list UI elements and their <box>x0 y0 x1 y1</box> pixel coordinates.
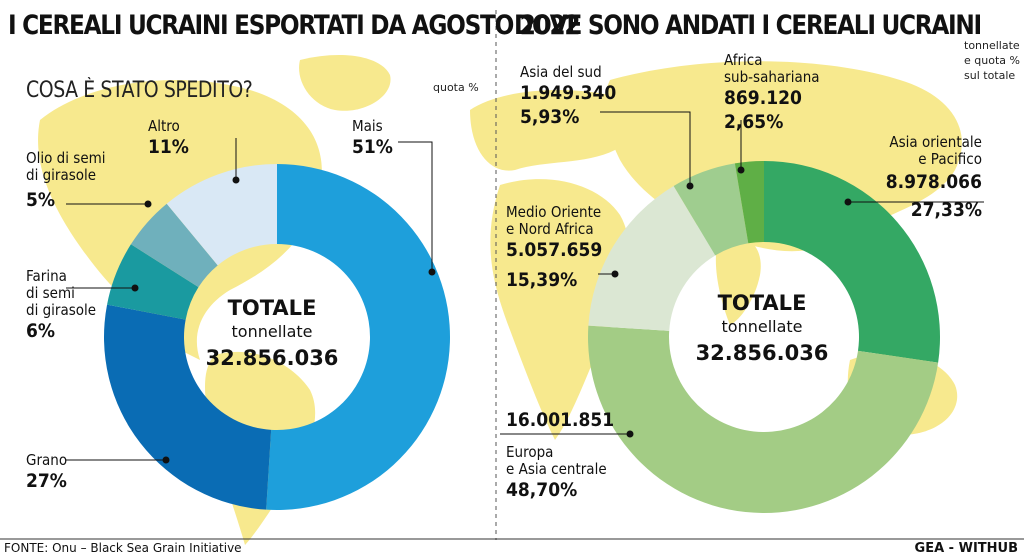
leader-dot <box>612 271 619 278</box>
left-title: I CEREALI UCRAINI ESPORTATI DA AGOSTO 20… <box>8 10 579 41</box>
center-unit: tonnellate <box>662 316 862 338</box>
right-center-total: TOTALE tonnellate 32.856.036 <box>662 290 862 368</box>
slice-name: e Nord Africa <box>506 221 602 238</box>
slice-share: 5% <box>26 188 106 212</box>
leader-dot <box>627 431 634 438</box>
center-heading: TOTALE <box>662 290 862 316</box>
right-unit-note: tonnellate e quota % sul totale <box>964 38 1020 83</box>
leader-dot <box>145 201 152 208</box>
left-unit-note: quota % <box>433 80 479 95</box>
slice-share: 15,39% <box>506 268 602 292</box>
slice-name: Asia del sud <box>520 64 616 81</box>
slice-label-asia-orientale: Asia orientale e Pacifico 8.978.066 27,3… <box>886 134 982 222</box>
slice-name: Grano <box>26 452 67 469</box>
slice-share: 6% <box>26 319 96 343</box>
slice-name: Olio di semi <box>26 150 106 167</box>
slice-name: di girasole <box>26 302 96 319</box>
slice-value: 869.120 <box>724 86 820 110</box>
slice-name: di semi <box>26 285 96 302</box>
slice-name: sub-sahariana <box>724 69 820 86</box>
slice-share: 5,93% <box>520 105 616 129</box>
slice-label-farina: Farina di semi di girasole 6% <box>26 268 96 343</box>
leader-dot <box>233 177 240 184</box>
slice-share: 11% <box>148 135 189 159</box>
slice-name: Asia orientale <box>886 134 982 151</box>
map-greenland <box>299 55 391 111</box>
credit-logo: GEA - WITHUB <box>915 541 1018 556</box>
slice-value: 8.978.066 <box>886 170 982 194</box>
center-total: 32.856.036 <box>662 338 862 368</box>
leader-dot <box>132 285 139 292</box>
slice-name: e Pacifico <box>886 151 982 168</box>
leader-dot <box>845 199 852 206</box>
leader-dot <box>163 457 170 464</box>
leader-dot <box>687 183 694 190</box>
slice-label-africa-subsahariana: Africa sub-sahariana 869.120 2,65% <box>724 52 820 134</box>
slice-share: 51% <box>352 135 393 159</box>
slice-share: 27,33% <box>886 198 982 222</box>
slice-label-europa: 16.001.851 Europa e Asia centrale 48,70% <box>506 408 614 502</box>
slice-label-asia-sud: Asia del sud 1.949.340 5,93% <box>520 64 616 129</box>
slice-share: 2,65% <box>724 110 820 134</box>
center-total: 32.856.036 <box>172 343 372 373</box>
center-heading: TOTALE <box>172 295 372 321</box>
slice-name: Africa <box>724 52 820 69</box>
slice-share: 48,70% <box>506 478 614 502</box>
slice-value: 5.057.659 <box>506 238 602 262</box>
slice-value: 16.001.851 <box>506 408 614 432</box>
slice-value: 1.949.340 <box>520 81 616 105</box>
slice-name: Europa <box>506 444 614 461</box>
slice-label-altro: Altro 11% <box>148 118 189 159</box>
slice-name: Medio Oriente <box>506 204 602 221</box>
right-unit-note-line: sul totale <box>964 68 1020 83</box>
slice-name: di girasole <box>26 167 106 184</box>
slice-name: Farina <box>26 268 96 285</box>
left-center-total: TOTALE tonnellate 32.856.036 <box>172 295 372 373</box>
slice-label-grano: Grano 27% <box>26 452 67 493</box>
slice-name: e Asia centrale <box>506 461 614 478</box>
leader-dot <box>429 269 436 276</box>
slice-label-medio-oriente: Medio Oriente e Nord Africa 5.057.659 15… <box>506 204 602 292</box>
slice-name: Altro <box>148 118 189 135</box>
center-unit: tonnellate <box>172 321 372 343</box>
right-unit-note-line: tonnellate <box>964 38 1020 53</box>
slice-label-olio: Olio di semi di girasole 5% <box>26 150 106 212</box>
source-note: FONTE: Onu – Black Sea Grain Initiative <box>4 541 242 555</box>
left-subtitle: COSA È STATO SPEDITO? <box>26 78 252 103</box>
right-unit-note-line: e quota % <box>964 53 1020 68</box>
slice-share: 27% <box>26 469 67 493</box>
slice-label-mais: Mais 51% <box>352 118 393 159</box>
right-title: DOVE SONO ANDATI I CEREALI UCRAINI <box>514 10 981 41</box>
leader-dot <box>738 167 745 174</box>
slice-name: Mais <box>352 118 393 135</box>
